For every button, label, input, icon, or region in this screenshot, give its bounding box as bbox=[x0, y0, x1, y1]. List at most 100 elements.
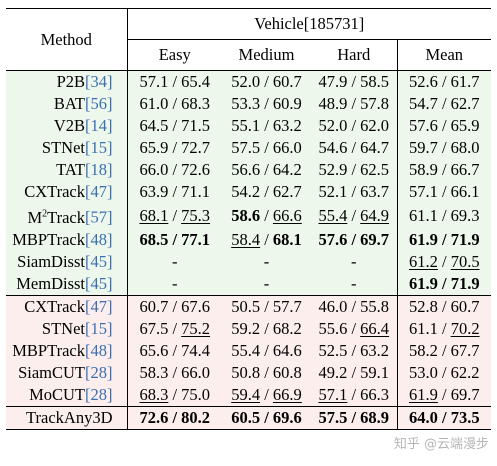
score-cell: - bbox=[126, 250, 222, 273]
method-name: MemDisst bbox=[16, 273, 85, 293]
citation-ref: [48] bbox=[85, 229, 113, 249]
table-row: V2B[14] 64.5 / 71.5 55.1 / 63.2 52.0 / 62.0… bbox=[6, 115, 492, 137]
score-cell: 58.3 / 66.0 bbox=[126, 361, 222, 384]
score-cell: 67.5 / 75.2 bbox=[126, 317, 222, 340]
score-cell: 64.0 / 73.5 bbox=[396, 405, 492, 430]
score-cell: 57.5 / 66.0 bbox=[222, 137, 311, 159]
score-cell: 65.6 / 74.4 bbox=[126, 339, 222, 362]
score-cell: 65.9 / 72.7 bbox=[126, 137, 222, 159]
score-cell: 57.1 / 65.4 bbox=[126, 70, 222, 93]
score-value: 52.0 / 62.0 bbox=[318, 116, 390, 135]
method-name: TrackAny3D bbox=[26, 407, 113, 427]
precision-score: 77.1 bbox=[181, 229, 211, 249]
score-cell: 57.5 / 68.9 bbox=[311, 405, 397, 430]
precision-score: 64.9 bbox=[360, 205, 390, 225]
col-header-medium: Medium bbox=[238, 45, 295, 64]
score-value: - bbox=[351, 273, 357, 293]
watermark: 知乎 @云端漫步 bbox=[393, 437, 489, 452]
score-separator: / bbox=[347, 205, 361, 225]
score-value: 61.1 / 69.3 bbox=[408, 205, 480, 225]
score-cell: 55.4 / 64.6 bbox=[222, 339, 311, 362]
table-row: TAT[18] 66.0 / 72.6 56.6 / 64.2 52.9 / 62.5… bbox=[6, 159, 492, 181]
citation-ref: [18] bbox=[85, 160, 113, 179]
table-row: MBPTrack[48] 68.5 / 77.1 58.4 / 68.1 57.6 /… bbox=[6, 228, 492, 251]
method-name: V2B bbox=[53, 116, 85, 135]
table-row: P2B[34] 57.1 / 65.4 52.0 / 60.7 47.9 / 58.5… bbox=[6, 70, 492, 93]
method-name-cell: V2B[14] bbox=[6, 115, 127, 137]
score-cell: 52.8 / 60.7 bbox=[396, 294, 492, 318]
method-name: P2B bbox=[56, 72, 85, 91]
score-value: 58.2 / 67.7 bbox=[408, 340, 480, 360]
score-value: - bbox=[263, 251, 270, 271]
precision-score: 69.6 bbox=[272, 407, 302, 427]
success-score: 68.3 bbox=[139, 384, 169, 404]
score-separator: / bbox=[437, 384, 451, 404]
citation-ref: [28] bbox=[85, 362, 113, 382]
score-separator: / bbox=[437, 407, 451, 427]
method-name-cell: TAT[18] bbox=[6, 159, 127, 181]
score-cell: 52.0 / 62.0 bbox=[311, 115, 397, 137]
score-separator: / bbox=[168, 229, 182, 249]
citation-ref: [15] bbox=[85, 138, 113, 157]
score-cell: 61.1 / 69.3 bbox=[396, 203, 492, 229]
score-value: - bbox=[351, 251, 357, 271]
score-cell: 57.6 / 65.9 bbox=[396, 115, 492, 137]
score-value: 54.2 / 62.7 bbox=[231, 182, 302, 201]
success-score: 58.6 bbox=[231, 205, 261, 225]
score-value: 54.6 / 64.7 bbox=[318, 138, 390, 157]
method-name-cell: MBPTrack[48] bbox=[6, 228, 127, 251]
score-separator: / bbox=[347, 318, 361, 338]
score-cell: 68.5 / 77.1 bbox=[126, 228, 222, 251]
score-cell: 59.2 / 68.2 bbox=[222, 317, 311, 340]
score-cell: 49.2 / 59.1 bbox=[311, 361, 397, 384]
citation-ref: [45] bbox=[85, 273, 113, 293]
score-cell: 66.0 / 72.6 bbox=[126, 159, 222, 181]
score-value: 57.1 / 65.4 bbox=[139, 72, 211, 91]
score-cell: - bbox=[222, 250, 311, 273]
table-row: STNet[15] 65.9 / 72.7 57.5 / 66.0 54.6 / 64… bbox=[6, 137, 492, 159]
score-value: 54.7 / 62.7 bbox=[408, 94, 480, 113]
score-cell: 64.5 / 71.5 bbox=[126, 115, 222, 137]
success-score: 67.5 bbox=[139, 318, 169, 338]
score-cell: - bbox=[311, 272, 397, 295]
method-name-cell: M2Track[57] bbox=[6, 203, 127, 229]
success-score: 57.6 bbox=[318, 229, 348, 249]
score-value: 59.7 / 68.0 bbox=[408, 138, 480, 157]
score-value: 52.0 / 60.7 bbox=[231, 72, 302, 91]
table-row: BAT[56] 61.0 / 68.3 53.3 / 60.9 48.9 / 57.8… bbox=[6, 93, 492, 115]
score-cell: 61.9 / 71.9 bbox=[396, 272, 492, 295]
method-name-cell: SiamDisst[45] bbox=[6, 250, 127, 273]
precision-score: 66.6 bbox=[272, 205, 302, 225]
precision-score: 66.4 bbox=[360, 318, 390, 338]
results-table: Method Vehicle[185731] Easy Medium Hard … bbox=[6, 8, 492, 430]
score-value: 46.0 / 55.8 bbox=[318, 296, 390, 316]
table-row: CXTrack[47] 60.7 / 67.6 50.5 / 57.7 46.0 / … bbox=[6, 294, 492, 318]
score-cell: 52.1 / 63.7 bbox=[311, 181, 397, 203]
score-value: 57.6 / 65.9 bbox=[408, 116, 480, 135]
citation-ref: [57] bbox=[85, 207, 113, 227]
success-score: 57.1 bbox=[318, 384, 348, 404]
method-name: MBPTrack bbox=[12, 229, 85, 249]
score-value: - bbox=[172, 273, 178, 293]
score-cell: 55.6 / 66.4 bbox=[311, 317, 397, 340]
score-cell: 55.1 / 63.2 bbox=[222, 115, 311, 137]
precision-score: 80.2 bbox=[181, 407, 211, 427]
score-value: 49.2 / 59.1 bbox=[318, 362, 390, 382]
score-value: 52.9 / 62.5 bbox=[318, 160, 390, 179]
method-name: CXTrack bbox=[24, 182, 85, 201]
col-header-easy: Easy bbox=[126, 39, 222, 71]
method-name-cell: STNet[15] bbox=[6, 137, 127, 159]
success-score: 64.0 bbox=[408, 407, 438, 427]
success-score: 55.4 bbox=[318, 205, 348, 225]
score-cell: 52.0 / 60.7 bbox=[222, 70, 311, 93]
method-name-cell: BAT[56] bbox=[6, 93, 127, 115]
score-value: 64.5 / 71.5 bbox=[139, 116, 211, 135]
score-value: 61.0 / 68.3 bbox=[139, 94, 211, 113]
score-cell: 54.6 / 64.7 bbox=[311, 137, 397, 159]
citation-ref: [15] bbox=[85, 318, 113, 338]
method-name-cell: STNet[15] bbox=[6, 317, 127, 340]
success-score: 55.6 bbox=[318, 318, 348, 338]
score-cell: 58.9 / 66.7 bbox=[396, 159, 492, 181]
score-value: 48.9 / 57.8 bbox=[318, 94, 390, 113]
score-cell: 61.1 / 70.2 bbox=[396, 317, 492, 340]
